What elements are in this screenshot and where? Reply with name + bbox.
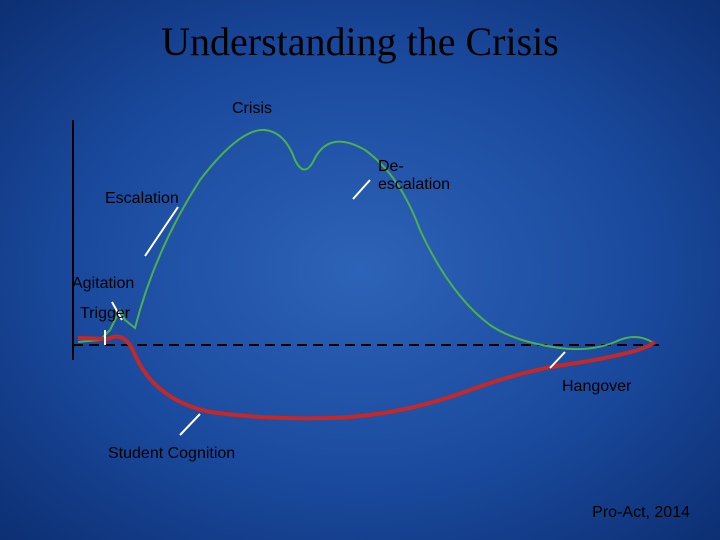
pointer-escalation — [145, 207, 178, 256]
slide-title: Understanding the Crisis — [0, 18, 720, 65]
label-hangover: Hangover — [562, 378, 631, 396]
slide: Understanding the Crisis Crisis Escalati… — [0, 0, 720, 540]
citation: Pro-Act, 2014 — [592, 504, 690, 522]
label-crisis: Crisis — [232, 100, 272, 118]
behavior-curve — [78, 130, 652, 349]
label-student-cognition: Student Cognition — [108, 445, 235, 463]
pointer-deescalation — [353, 180, 370, 199]
label-deescalation: De- escalation — [378, 158, 450, 195]
pointer-cognition — [180, 414, 200, 435]
label-trigger: Trigger — [80, 305, 130, 323]
label-escalation: Escalation — [105, 190, 179, 208]
chart-svg — [70, 120, 660, 460]
label-agitation: Agitation — [72, 275, 134, 293]
crisis-chart — [70, 120, 660, 390]
